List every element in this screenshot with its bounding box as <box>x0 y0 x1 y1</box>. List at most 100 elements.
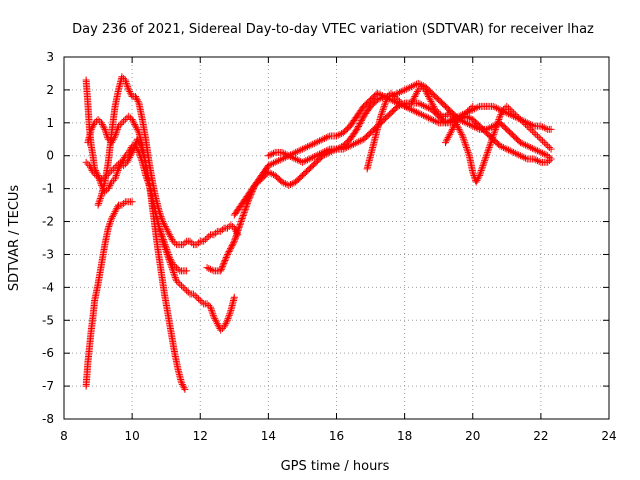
data-point <box>293 156 301 164</box>
series-track-5 <box>82 198 136 390</box>
data-point <box>414 109 422 117</box>
data-point <box>539 123 547 131</box>
x-tick-label: 8 <box>60 429 68 443</box>
data-point <box>160 221 168 229</box>
data-point <box>165 252 173 260</box>
data-point <box>418 83 426 91</box>
data-point <box>132 124 140 132</box>
data-point <box>495 116 503 124</box>
data-point <box>220 259 228 267</box>
data-point <box>357 117 365 125</box>
x-tick-label: 16 <box>329 429 344 443</box>
data-point <box>423 103 431 111</box>
data-point <box>498 109 506 117</box>
data-point <box>459 132 467 140</box>
data-point <box>478 165 486 173</box>
data-point <box>449 114 457 122</box>
data-point <box>453 117 461 125</box>
data-point <box>264 152 272 160</box>
data-point <box>225 311 233 319</box>
data-point <box>535 148 543 156</box>
data-point <box>357 118 365 126</box>
data-point <box>121 76 129 84</box>
data-point <box>464 107 472 115</box>
data-point <box>418 101 426 109</box>
data-point <box>166 255 174 263</box>
y-tick-label: 1 <box>46 116 54 130</box>
data-point <box>482 153 490 161</box>
data-point <box>266 161 274 169</box>
data-point <box>163 226 171 234</box>
data-point <box>478 163 486 171</box>
data-point <box>237 218 245 226</box>
data-point <box>171 272 179 280</box>
data-point <box>232 233 240 241</box>
data-point <box>94 116 102 124</box>
data-point <box>433 118 441 126</box>
data-point <box>356 120 364 128</box>
data-point <box>112 173 120 181</box>
data-point <box>211 315 219 323</box>
data-point <box>493 104 501 112</box>
data-point <box>392 94 400 102</box>
data-point <box>95 199 103 207</box>
data-point <box>156 209 164 217</box>
data-point <box>241 205 249 213</box>
data-point <box>315 137 323 145</box>
data-point <box>228 242 236 250</box>
data-point <box>424 91 432 99</box>
data-point <box>539 149 547 157</box>
data-point <box>530 145 538 153</box>
data-point <box>219 262 227 270</box>
data-point <box>123 81 131 89</box>
data-point <box>101 125 109 133</box>
data-point <box>132 94 140 102</box>
data-point <box>116 158 124 166</box>
data-point <box>423 113 431 121</box>
data-point <box>324 146 332 154</box>
data-point <box>115 122 122 130</box>
data-point <box>333 132 340 140</box>
data-point <box>401 86 409 94</box>
data-point <box>224 315 232 323</box>
data-point <box>174 265 182 273</box>
data-point <box>181 385 189 393</box>
y-tick-label: -4 <box>42 280 54 294</box>
data-point <box>170 269 178 277</box>
data-point <box>238 215 246 223</box>
data-point <box>547 155 555 163</box>
data-point <box>492 124 500 132</box>
data-point <box>518 153 526 161</box>
data-point <box>508 107 516 115</box>
data-point <box>445 109 453 117</box>
data-point <box>545 157 553 165</box>
data-point <box>224 224 231 232</box>
data-point <box>377 112 385 120</box>
data-point <box>210 313 218 321</box>
data-point <box>406 83 414 91</box>
data-point <box>544 142 552 150</box>
data-point <box>271 158 279 166</box>
data-point <box>203 234 211 242</box>
data-point <box>525 143 533 151</box>
data-point <box>433 107 441 115</box>
data-point <box>522 141 530 149</box>
data-point <box>475 173 483 181</box>
data-point <box>422 88 430 96</box>
data-point <box>460 137 468 145</box>
data-point <box>409 106 417 114</box>
data-point <box>396 97 404 105</box>
data-point <box>167 234 175 242</box>
data-point <box>183 267 191 275</box>
y-tick-label: -3 <box>42 247 54 261</box>
data-point <box>339 145 347 153</box>
data-point <box>104 224 112 232</box>
data-point <box>428 116 436 124</box>
data-point <box>377 111 385 119</box>
data-point <box>180 384 188 392</box>
data-point <box>124 83 132 91</box>
data-point <box>288 153 296 161</box>
data-point <box>446 130 454 138</box>
data-point <box>515 114 523 122</box>
data-point <box>397 88 405 96</box>
